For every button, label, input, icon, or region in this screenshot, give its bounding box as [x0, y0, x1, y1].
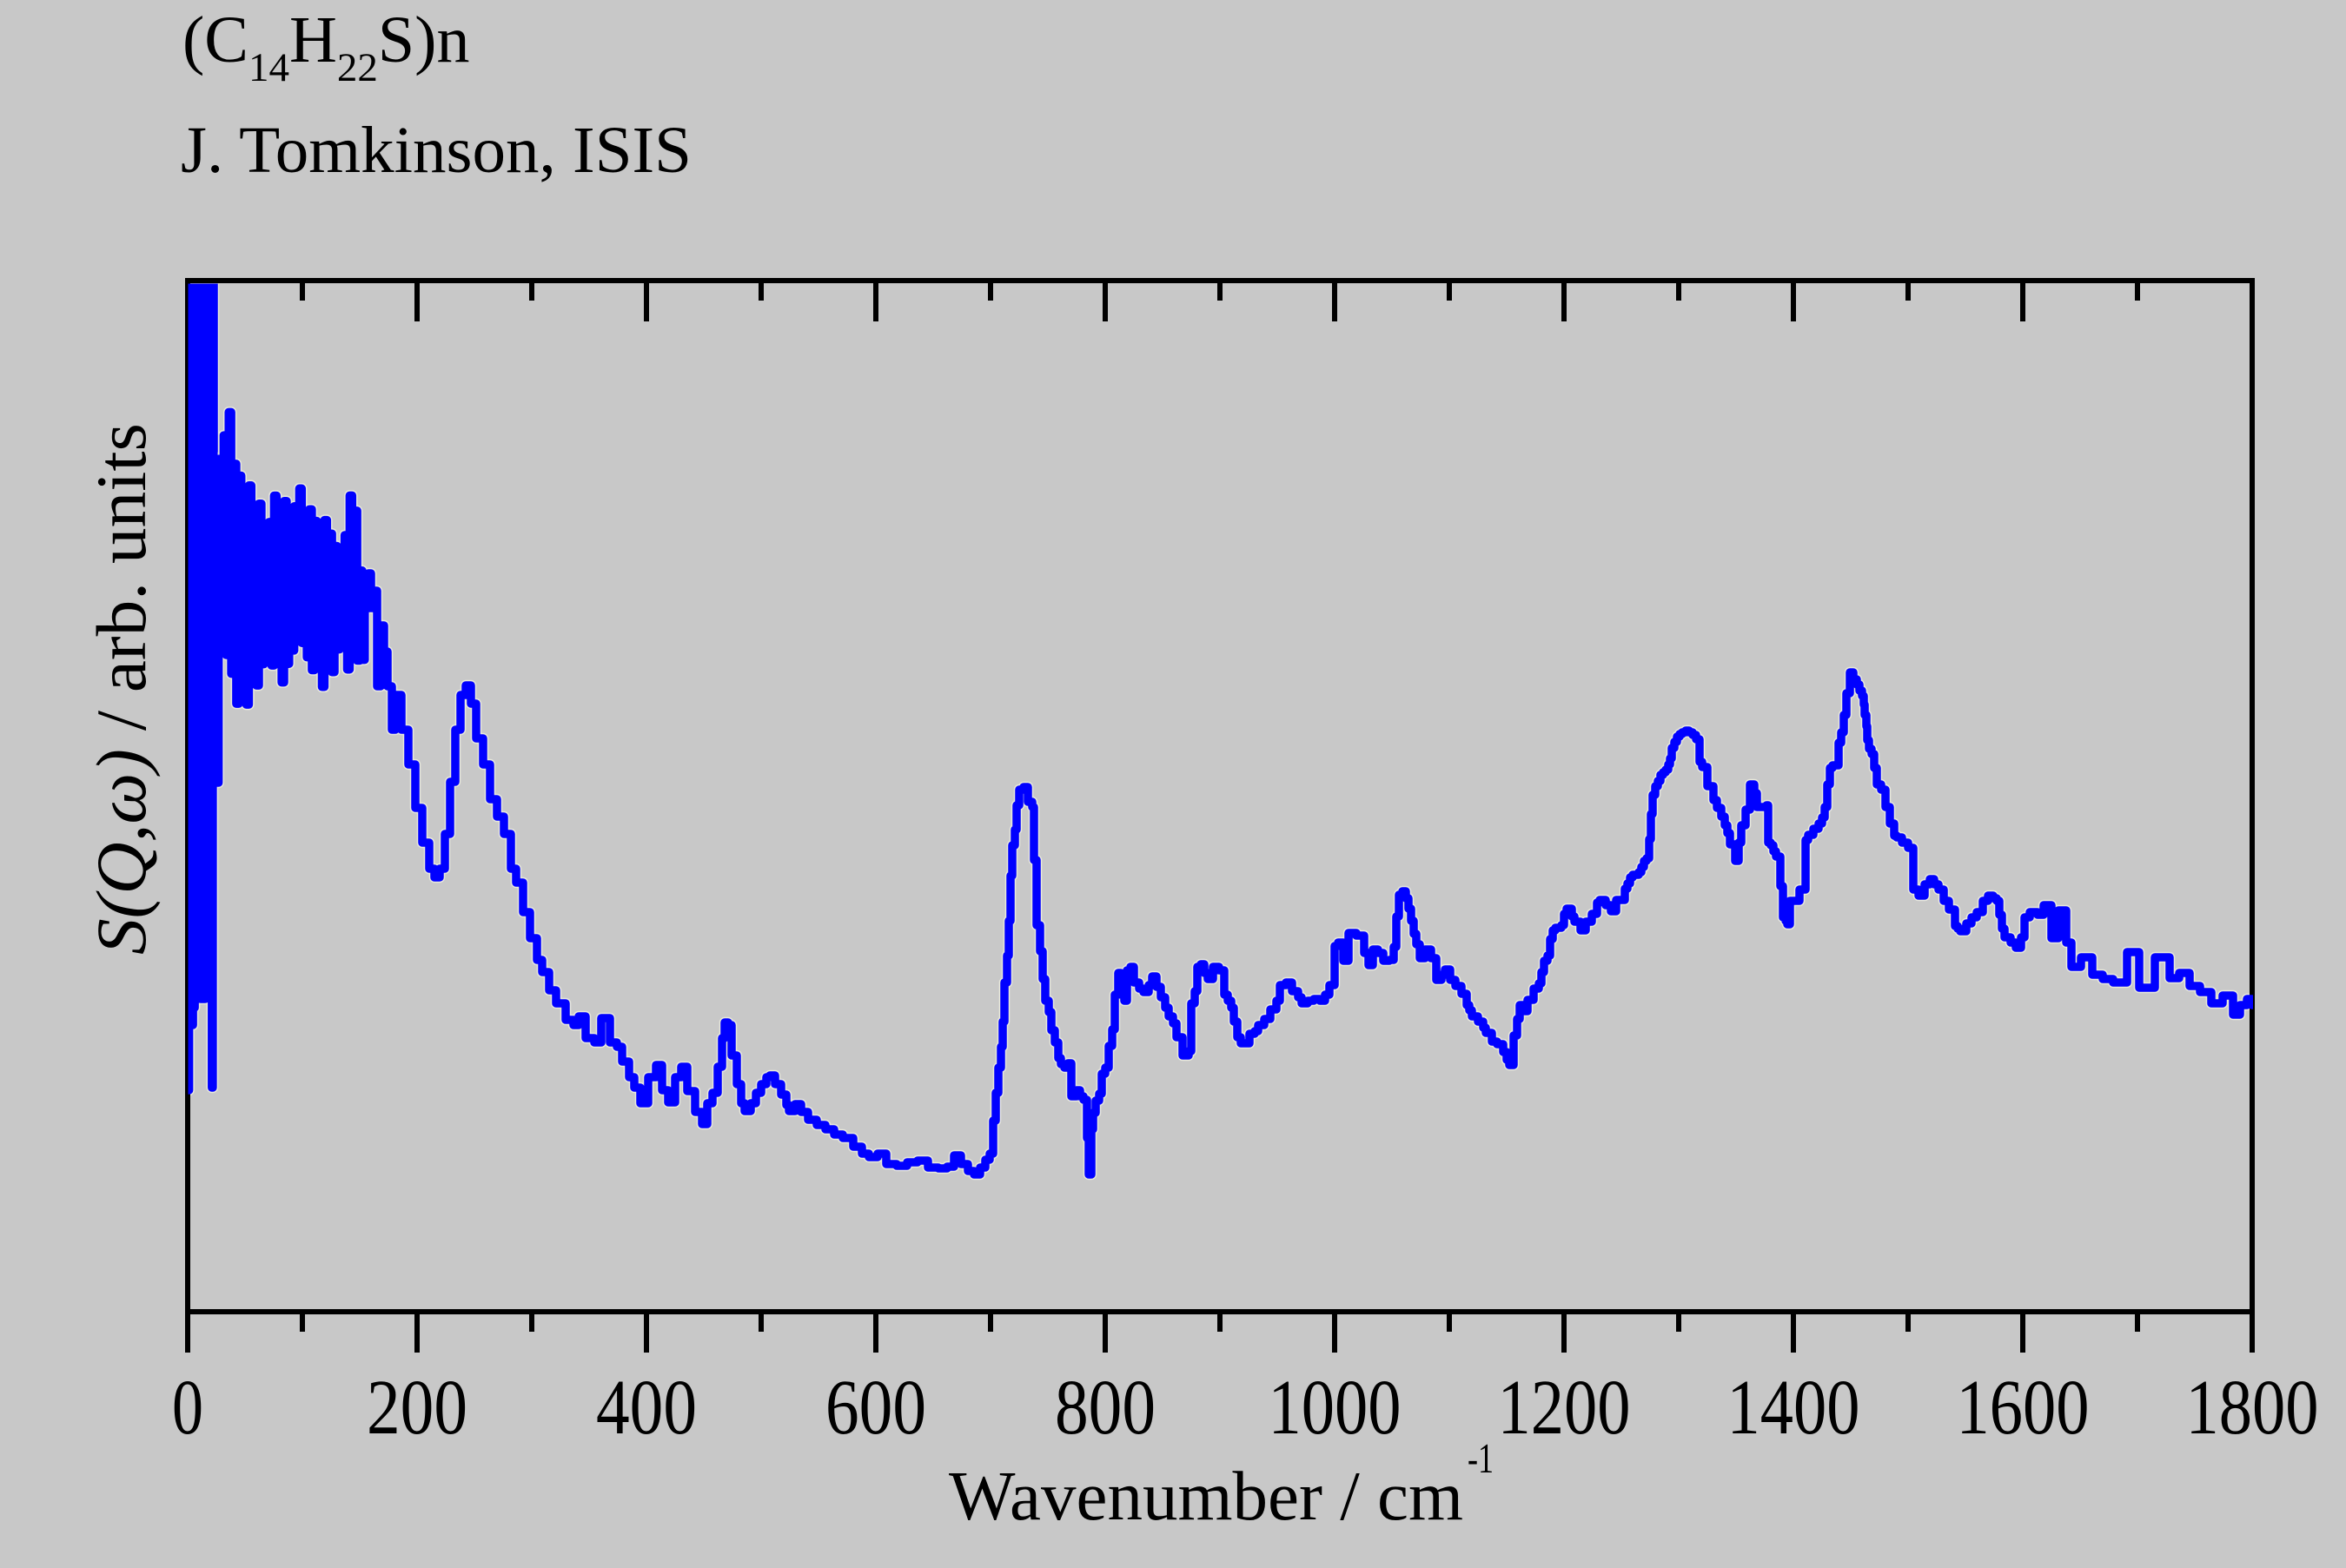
svg-text:1600: 1600 [1957, 1365, 2090, 1451]
svg-text:400: 400 [596, 1365, 697, 1451]
svg-text:1800: 1800 [2186, 1365, 2319, 1451]
svg-text:200: 200 [367, 1365, 467, 1451]
svg-text:1400: 1400 [1727, 1365, 1860, 1451]
svg-text:800: 800 [1055, 1365, 1156, 1451]
svg-text:S(Q,ω) / arb. units: S(Q,ω) / arb. units [82, 423, 161, 955]
svg-text:600: 600 [825, 1365, 926, 1451]
svg-text:Wavenumber / cm: Wavenumber / cm [949, 1457, 1463, 1535]
svg-text:(C14H22S)n: (C14H22S)n [182, 3, 469, 90]
svg-text:J. Tomkinson, ISIS: J. Tomkinson, ISIS [181, 114, 692, 187]
svg-text:-1: -1 [1468, 1434, 1494, 1482]
svg-text:0: 0 [172, 1365, 203, 1451]
svg-text:1200: 1200 [1498, 1365, 1631, 1451]
svg-text:1000: 1000 [1269, 1365, 1402, 1451]
